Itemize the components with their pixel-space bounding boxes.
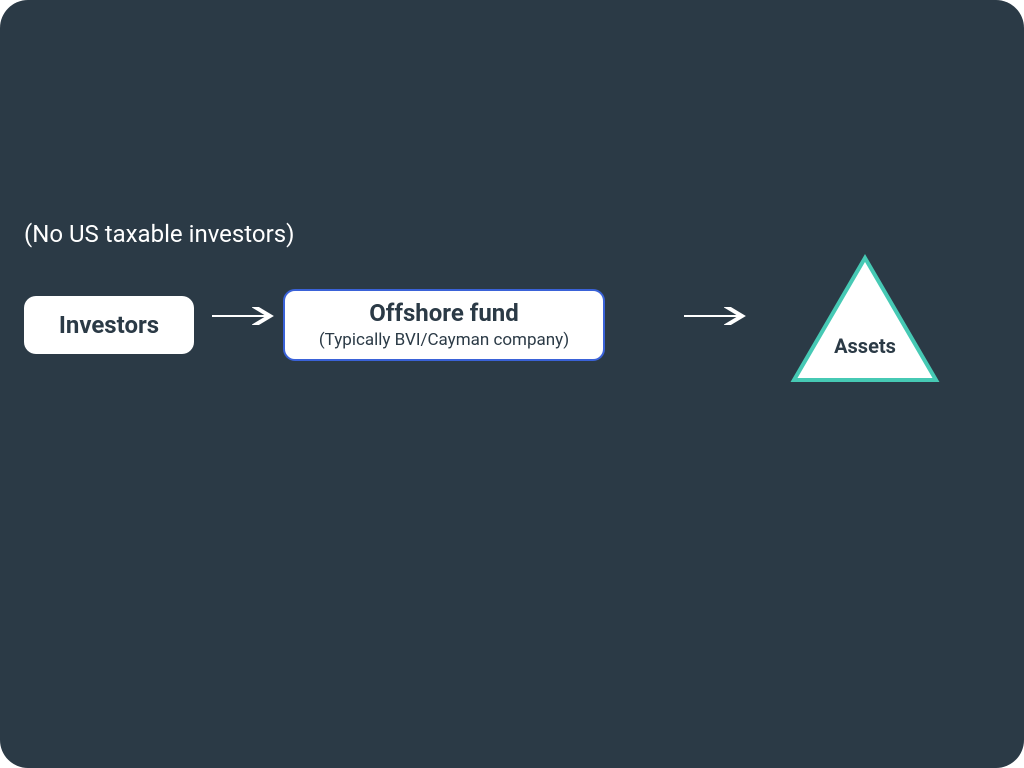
node-assets: Assets [790, 254, 940, 384]
node-offshore-fund-subtitle: (Typically BVI/Cayman company) [319, 329, 569, 351]
annotation-no-us-taxable: (No US taxable investors) [24, 220, 294, 248]
node-investors-label: Investors [59, 311, 159, 340]
triangle-icon [790, 254, 940, 384]
node-offshore-fund: Offshore fund (Typically BVI/Cayman comp… [283, 289, 605, 361]
node-investors: Investors [24, 296, 194, 354]
arrow-offshore-to-assets [682, 307, 755, 325]
node-offshore-fund-title: Offshore fund [369, 299, 519, 328]
diagram-canvas: (No US taxable investors) Investors Offs… [0, 0, 1024, 768]
node-assets-label: Assets [790, 334, 940, 358]
arrow-investors-to-offshore [210, 307, 283, 325]
